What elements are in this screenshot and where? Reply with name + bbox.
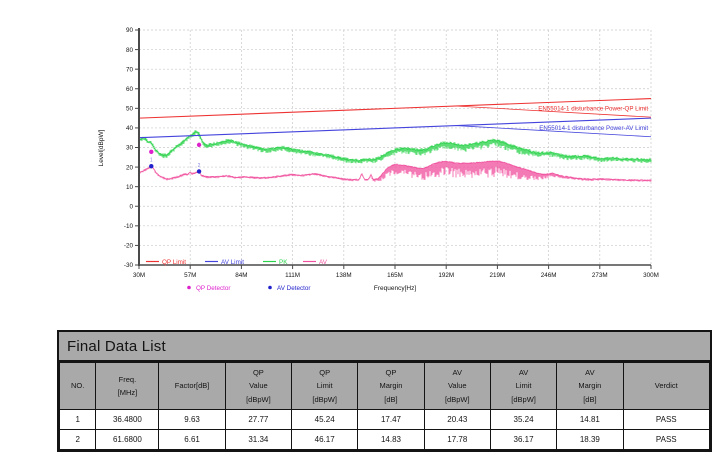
table-cell: 14.81	[556, 409, 624, 430]
table-row: 2 61.6800 6.61 31.34 46.17 14.83 17.78 36.17 18.…	[58, 429, 711, 450]
table-body: 1 36.4800 9.63 27.77 45.24 17.47 20.43 35.24 14.…	[58, 409, 711, 450]
disturbance-power-chart: EN55014-1 disturbance Power-QP Limit EN55…	[98, 27, 659, 292]
x-tick-label: 165M	[387, 272, 403, 279]
table-cell: PASS	[622, 429, 711, 450]
y-tick-label: 40	[126, 125, 134, 132]
qp-limit-line	[138, 97, 652, 119]
av-trace	[139, 160, 652, 182]
col-header-av-limit-dbpw-: AV Limit [dBpW]	[489, 362, 558, 410]
y-tick-label: -20	[124, 243, 134, 250]
y-tick-label: 90	[126, 27, 134, 34]
av-limit-line	[138, 117, 652, 139]
x-tick-label: 30M	[133, 272, 145, 279]
y-axis-title: Level[dBpW]	[98, 129, 105, 166]
av-detector-marker	[149, 164, 154, 169]
table-cell: 17.47	[357, 409, 425, 430]
y-tick-label: 60	[126, 86, 134, 93]
av-limit-leader	[455, 125, 652, 138]
col-header-verdict: Verdict	[622, 362, 711, 410]
x-axis-title: Frequency[Hz]	[374, 285, 416, 292]
y-tick-label: -30	[124, 262, 134, 269]
y-tick-label: 50	[126, 106, 134, 113]
table-cell: 61.6800	[95, 429, 160, 450]
legend-label: QP Limit	[162, 259, 186, 266]
legend-label: PK	[279, 259, 288, 266]
qp-detector-marker	[149, 149, 154, 155]
x-tick-label: 219M	[490, 272, 506, 279]
table-cell: 1	[58, 409, 97, 430]
col-header-factor-db-: Factor[dB]	[158, 362, 226, 410]
x-tick-label: 84M	[235, 272, 247, 279]
pk-trace-line	[139, 131, 652, 162]
table-cell: 17.78	[423, 429, 491, 450]
y-tick-label: 80	[126, 47, 134, 54]
col-header-av-value-dbpw-: AV Value [dBpW]	[423, 362, 491, 410]
x-tick-label: 57M	[184, 272, 196, 279]
limit-line-label: EN55014-1 disturbance Power-QP Limit	[538, 105, 648, 112]
table-row: 1 36.4800 9.63 27.77 45.24 17.47 20.43 35.24 14.…	[58, 409, 711, 430]
limit-line-label: EN55014-1 disturbance Power-AV Limit	[539, 125, 648, 132]
table-header-row: NO. Freq. [MHz] Factor[dB] QP Value [dBpW] QP Li…	[58, 362, 711, 410]
table-cell: 2	[58, 429, 97, 450]
table-title: Final Data List	[59, 332, 710, 362]
y-tick-label: -10	[124, 223, 134, 230]
y-tick-label: 10	[126, 184, 134, 191]
col-header-qp-limit-dbpw-: QP Limit [dBpW]	[291, 362, 359, 410]
marker-number-label: 2	[198, 163, 201, 169]
av-trace-line	[139, 160, 652, 182]
final-data-list: NO. Freq. [MHz] Factor[dB] QP Value [dBpW] QP Li…	[58, 362, 711, 450]
col-header-av-margin-db-: AV Margin [dB]	[556, 362, 624, 410]
x-tick-label: 273M	[592, 272, 608, 279]
detector-legend-dot	[187, 285, 191, 290]
legend-label: AV	[319, 259, 328, 266]
table-cell: 14.83	[357, 429, 425, 450]
col-header-freq-mhz-: Freq. [MHz]	[95, 362, 160, 410]
table-cell: 36.4800	[95, 409, 160, 430]
qp-detector-marker	[196, 142, 202, 148]
x-tick-label: 111M	[285, 272, 300, 279]
table-cell: PASS	[622, 409, 711, 430]
table-cell: 18.39	[556, 429, 624, 450]
col-header-qp-value-dbpw-: QP Value [dBpW]	[224, 362, 293, 410]
table-cell: 20.43	[423, 409, 491, 430]
y-tick-label: 70	[126, 66, 134, 73]
detector-legend-label: QP Detector	[196, 285, 231, 292]
x-tick-label: 192M	[438, 272, 454, 279]
col-header-qp-margin-db-: QP Margin [dB]	[357, 362, 425, 410]
y-tick-label: 30	[126, 145, 134, 152]
x-tick-label: 138M	[336, 272, 352, 279]
table-cell: 36.17	[489, 429, 558, 450]
table-cell: 45.24	[291, 409, 359, 430]
detector-legend-label: AV Detector	[277, 285, 310, 292]
table-cell: 27.77	[224, 409, 293, 430]
qp-limit-leader	[455, 105, 652, 118]
detector-legend-dot	[268, 285, 272, 290]
table-cell: 46.17	[291, 429, 359, 450]
table-cell: 31.34	[224, 429, 293, 450]
table-cell: 35.24	[489, 409, 558, 430]
x-tick-label: 246M	[541, 272, 557, 279]
table-cell: 9.63	[158, 409, 226, 430]
final-data-table: Final Data List NO. Freq. [MHz] Factor[dB] Q…	[57, 330, 712, 452]
table-cell: 6.61	[158, 429, 226, 450]
y-tick-label: 0	[129, 203, 133, 210]
marker-number-label: 1	[150, 158, 153, 164]
x-tick-label: 300M	[643, 272, 659, 279]
av-detector-marker	[196, 169, 202, 174]
y-tick-label: 20	[126, 164, 134, 171]
col-header-no-: NO.	[58, 362, 97, 410]
legend-label: AV Limit	[221, 259, 244, 266]
